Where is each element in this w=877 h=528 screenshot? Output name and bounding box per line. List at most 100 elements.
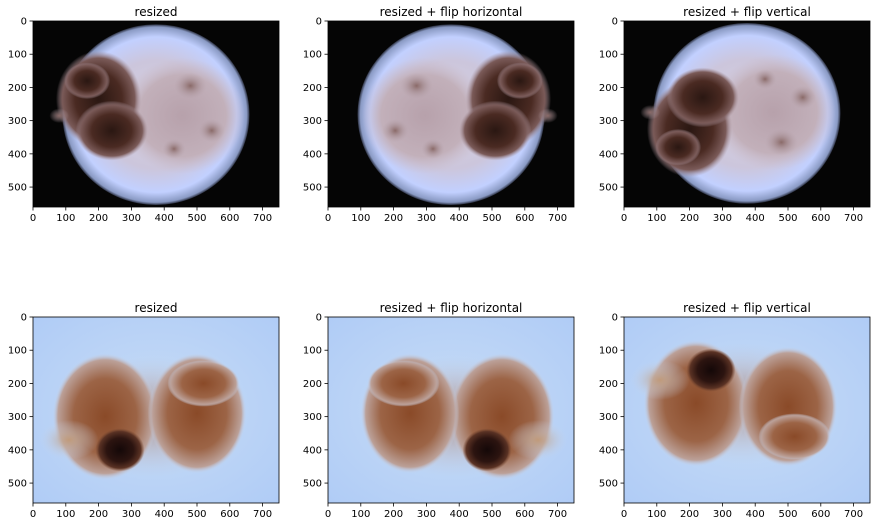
x-tick-label: 400 [155,509,174,520]
x-tick-label: 600 [515,213,534,224]
panel-image [624,317,870,503]
panel-title: resized + flip vertical [683,301,811,315]
panel-4: resized 0 100 200 300 400 500 600 700 0 100 200 300 4… [8,301,280,520]
x-tick-label: 600 [220,213,239,224]
x-tick-label: 700 [844,213,863,224]
x-tick-label: 300 [713,213,732,224]
y-tick-label: 0 [316,313,322,324]
x-tick-label: 200 [89,213,108,224]
x-tick-label: 200 [384,213,403,224]
y-tick-label: 300 [303,116,322,127]
x-tick-label: 100 [56,509,75,520]
x-tick-label: 100 [647,509,666,520]
y-tick-label: 300 [599,412,618,423]
x-tick-label: 0 [30,509,36,520]
y-tick-label: 0 [612,313,618,324]
y-tick-label: 500 [303,479,322,490]
y-tick-label: 400 [8,149,27,160]
panel-image [33,21,279,207]
x-tick-label: 100 [56,213,75,224]
x-tick-label: 300 [122,509,141,520]
x-tick-label: 400 [746,213,765,224]
y-tick-label: 300 [8,412,27,423]
y-tick-label: 200 [303,83,322,94]
x-tick-label: 0 [30,213,36,224]
y-tick-label: 100 [8,50,27,61]
panel-title: resized + flip vertical [683,5,811,19]
x-tick-label: 100 [351,509,370,520]
x-tick-label: 500 [187,213,206,224]
x-tick-label: 600 [220,509,239,520]
y-tick-label: 500 [599,479,618,490]
panel-title: resized + flip horizontal [380,5,523,19]
y-tick-label: 200 [8,83,27,94]
y-tick-label: 0 [316,17,322,28]
y-tick-label: 100 [8,346,27,357]
x-tick-label: 700 [253,213,272,224]
y-tick-label: 400 [303,149,322,160]
axes-frame [623,316,871,504]
y-tick-label: 200 [599,379,618,390]
y-tick-label: 500 [303,183,322,194]
x-tick-label: 400 [746,509,765,520]
x-tick-label: 500 [482,509,501,520]
y-tick-label: 400 [8,445,27,456]
panel-5: resized + flip horizontal 0 100 200 300 400 50… [303,301,575,520]
x-tick-label: 100 [647,213,666,224]
axes-frame [32,316,280,504]
panel-1: resized 0 100 200 300 400 500 600 700 0 100 200 300 4… [8,5,280,224]
panel-2: resized + flip horizontal 0 100 200 300 400 50… [303,5,575,224]
y-tick-label: 300 [303,412,322,423]
y-tick-label: 100 [303,50,322,61]
panel-title: resized [135,301,178,315]
x-tick-label: 300 [122,213,141,224]
x-tick-label: 300 [713,509,732,520]
y-tick-label: 300 [599,116,618,127]
x-tick-label: 400 [450,213,469,224]
y-tick-label: 500 [599,183,618,194]
x-tick-label: 600 [515,509,534,520]
axes-frame [327,316,575,504]
x-tick-label: 400 [155,213,174,224]
x-tick-label: 0 [325,213,331,224]
panel-6: resized + flip vertical 0 100 200 300 400 500 6… [599,301,871,520]
panel-image [33,317,279,503]
x-tick-label: 500 [778,509,797,520]
axes-frame [623,20,871,208]
x-tick-label: 700 [253,509,272,520]
x-tick-label: 600 [811,213,830,224]
x-tick-label: 600 [811,509,830,520]
x-tick-label: 0 [325,509,331,520]
y-tick-label: 100 [303,346,322,357]
x-tick-label: 500 [187,509,206,520]
x-tick-label: 200 [680,213,699,224]
y-tick-label: 500 [8,479,27,490]
y-tick-label: 100 [599,50,618,61]
y-tick-label: 100 [599,346,618,357]
x-tick-label: 300 [417,213,436,224]
y-tick-label: 200 [8,379,27,390]
x-tick-label: 200 [680,509,699,520]
y-tick-label: 0 [612,17,618,28]
y-tick-label: 400 [599,149,618,160]
panel-image [624,21,870,207]
x-tick-label: 500 [778,213,797,224]
x-tick-label: 0 [621,213,627,224]
y-tick-label: 0 [21,313,27,324]
y-tick-label: 500 [8,183,27,194]
axes-frame [32,20,280,208]
x-tick-label: 400 [450,509,469,520]
x-tick-label: 0 [621,509,627,520]
x-tick-label: 700 [548,213,567,224]
y-tick-label: 200 [599,83,618,94]
x-tick-label: 700 [548,509,567,520]
panel-3: resized + flip vertical 0 100 200 300 400 500 6… [599,5,871,224]
y-tick-label: 400 [599,445,618,456]
panel-image [328,317,574,503]
axes-frame [327,20,575,208]
panel-title: resized + flip horizontal [380,301,523,315]
y-tick-label: 300 [8,116,27,127]
panel-image [328,21,574,207]
panel-title: resized [135,5,178,19]
